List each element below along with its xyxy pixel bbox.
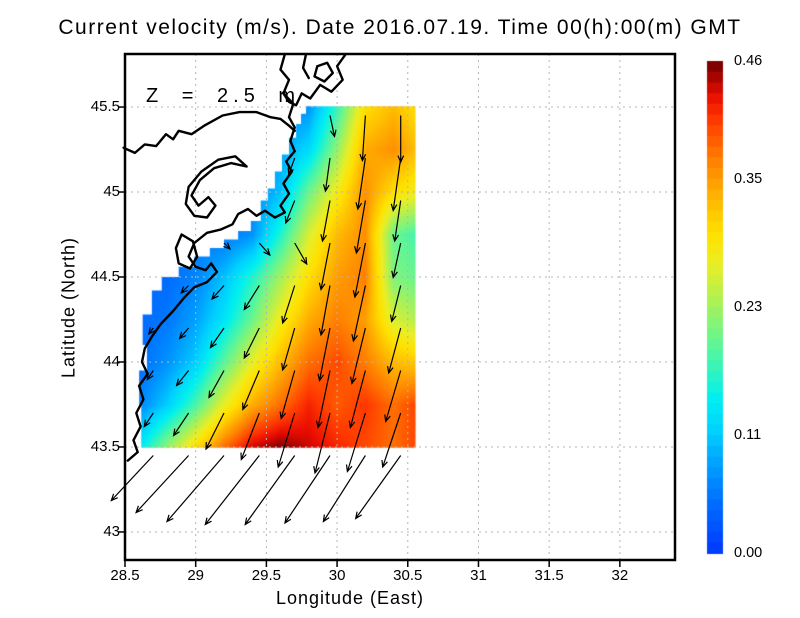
current-vector-arrow (359, 115, 367, 162)
current-vector-arrow (172, 412, 190, 437)
current-vector-arrow (384, 370, 402, 423)
current-vector-arrow (348, 370, 366, 429)
current-vector-arrow (391, 242, 402, 279)
current-vector-arrow (175, 370, 190, 387)
current-vector-arrow (240, 412, 260, 461)
current-vector-arrow (180, 285, 190, 295)
current-vector-arrow (242, 370, 260, 411)
current-vector-arrow (279, 370, 296, 420)
plot-frame (118, 52, 677, 567)
coastline (122, 53, 347, 462)
current-vector-arrow (322, 455, 366, 523)
coastline-path (282, 53, 347, 107)
current-vector-arrow (284, 455, 331, 525)
current-vector-arrow (110, 455, 154, 502)
current-vector-arrow (329, 115, 337, 138)
current-vector-arrows (110, 115, 405, 526)
current-vector-arrow (320, 200, 331, 243)
colorbar-tick-label: 0.23 (734, 299, 763, 315)
current-vector-arrow (355, 157, 366, 211)
y-axis-label: Latitude (North) (58, 236, 79, 379)
x-tick-label: 31.5 (534, 567, 564, 584)
y-tick-label: 44 (103, 352, 120, 370)
current-vector-arrow (178, 327, 190, 340)
current-vector-arrow (146, 370, 154, 381)
coastline-path (174, 233, 199, 270)
colorbar-tick-label: 0.11 (734, 427, 762, 444)
current-vector-arrow (322, 157, 331, 193)
current-vector-arrow (208, 370, 225, 399)
current-vector-arrow (313, 412, 331, 475)
current-vector-arrow (135, 455, 190, 514)
current-vector-arrow (387, 327, 402, 375)
plot-title: Current velocity (m/s). Date 2016.07.19.… (58, 16, 742, 39)
x-tick-label: 31 (470, 567, 487, 584)
current-vector-arrow (258, 242, 271, 257)
current-vector-arrow (281, 327, 296, 372)
x-tick-label: 30 (328, 567, 346, 584)
x-axis-label: Longitude (East) (275, 588, 425, 608)
current-vector-arrow (354, 200, 366, 255)
current-vector-arrow (223, 242, 232, 251)
current-vector-arrow (352, 242, 366, 299)
current-vector-arrow (244, 455, 296, 526)
current-vector-arrow (318, 242, 331, 291)
current-vector-arrow (345, 412, 366, 473)
coastline-path (313, 61, 334, 83)
x-tick-label: 29 (187, 567, 205, 584)
current-vector-arrow (281, 285, 296, 325)
current-vector-arrow (287, 157, 296, 176)
y-tick-label: 43 (103, 522, 120, 540)
coastline-path (122, 110, 296, 155)
current-vector-arrow (397, 115, 405, 164)
coastline-path (184, 155, 248, 219)
current-vector-arrow (294, 242, 308, 266)
current-vector-arrow (390, 157, 402, 212)
current-vector-arrow (276, 412, 296, 469)
current-vector-arrow (211, 285, 225, 301)
current-vector-arrow (205, 412, 225, 451)
plot-border (123, 52, 677, 562)
current-vector-arrow (243, 285, 260, 311)
current-vector-arrow (143, 412, 154, 428)
current-vector-arrow (381, 412, 402, 469)
current-vector-arrow (351, 285, 366, 343)
y-tick-label: 43.5 (90, 437, 120, 455)
colorbar-tick-label: 0.00 (734, 545, 763, 561)
y-tick-label: 44.5 (90, 268, 120, 285)
current-vector-arrow (317, 327, 331, 382)
current-vector-arrow (350, 327, 366, 385)
current-vector-arrow (147, 327, 156, 336)
depth-annotation: Z = 2.5 m (146, 85, 301, 107)
current-vector-arrow (284, 200, 296, 225)
y-tick-label: 45 (103, 183, 120, 200)
x-tick-label: 30.5 (393, 567, 423, 584)
current-vector-arrow (315, 370, 331, 429)
current-vector-arrow (318, 285, 331, 337)
colorbar-tick-label: 0.35 (734, 170, 763, 187)
current-vector-arrow (209, 327, 225, 349)
current-vector-arrow (389, 285, 402, 323)
x-tick-label: 32 (611, 567, 629, 584)
current-vector-arrow (243, 327, 260, 360)
y-tick-label: 45.5 (90, 98, 120, 116)
colorbar-tick-label: 0.46 (734, 53, 763, 69)
x-tick-label: 29.5 (251, 567, 281, 584)
coastline-path (126, 53, 296, 462)
current-vector-arrow (166, 455, 225, 523)
current-vector-arrow (354, 455, 402, 520)
coastline-path (301, 53, 310, 80)
x-tick-label: 28.5 (110, 567, 140, 584)
gridlines (125, 54, 675, 560)
current-vector-arrow (392, 200, 402, 243)
current-vector-arrow (204, 455, 260, 526)
